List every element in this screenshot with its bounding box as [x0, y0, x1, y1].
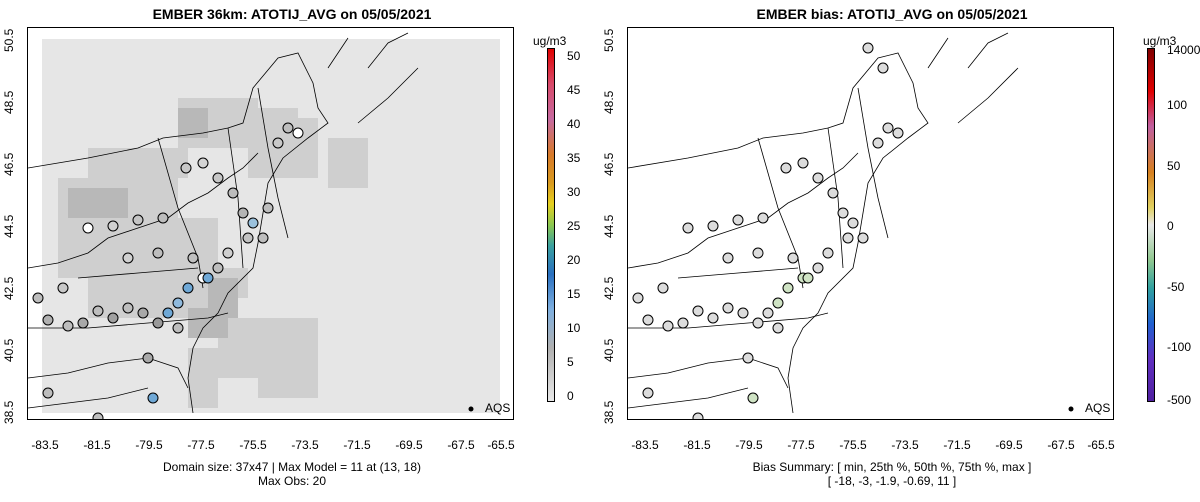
model-colorbar	[547, 48, 555, 402]
aqs-legend-label: AQS	[485, 401, 511, 415]
y-tick: 44.5	[2, 214, 16, 238]
x-tick: -77.5	[187, 438, 215, 452]
colorbar-tick: 40	[567, 117, 581, 131]
y-tick: 38.5	[2, 400, 16, 424]
x-tick: -71.5	[343, 438, 371, 452]
y-tick: 40.5	[602, 338, 616, 362]
y-tick: 44.5	[602, 214, 616, 238]
colorbar-tick: -500	[1167, 393, 1192, 407]
model-observation-points	[32, 122, 304, 419]
bias-panel: EMBER bias: ATOTIJ_AVG on 05/05/2021	[600, 0, 1200, 502]
y-tick: 48.5	[2, 90, 16, 114]
colorbar-tick: 30	[567, 185, 581, 199]
x-tick: -79.5	[135, 438, 163, 452]
x-tick: -79.5	[735, 438, 763, 452]
colorbar-tick: 100	[1167, 98, 1188, 112]
x-tick: -69.5	[995, 438, 1023, 452]
x-tick: -83.5	[631, 438, 659, 452]
bias-map	[628, 32, 1074, 419]
y-tick: 42.5	[2, 276, 16, 300]
y-tick: 48.5	[602, 90, 616, 114]
bias-colorbar	[1147, 48, 1155, 402]
colorbar-tick: 0	[1167, 219, 1174, 233]
x-tick: -81.5	[683, 438, 711, 452]
colorbar-tick: 50	[1167, 159, 1181, 173]
bias-map-title: EMBER bias: ATOTIJ_AVG on 05/05/2021	[756, 6, 1028, 22]
colorbar-tick: 0	[567, 389, 574, 403]
y-tick: 40.5	[2, 338, 16, 362]
y-tick: 50.5	[2, 28, 16, 52]
bias-map-boundaries	[628, 32, 1019, 414]
colorbar-tick: -100	[1167, 340, 1192, 354]
x-tick: -83.5	[31, 438, 59, 452]
colorbar-tick: 15	[567, 287, 581, 301]
x-tick: -65.5	[487, 438, 515, 452]
colorbar-tick: 20	[567, 253, 581, 267]
aqs-legend-label: AQS	[1085, 401, 1111, 415]
bias-colorbar-unit: ug/m3	[1143, 34, 1177, 48]
y-tick: 50.5	[602, 28, 616, 52]
colorbar-tick: 35	[567, 151, 581, 165]
colorbar-tick: 10	[567, 321, 581, 335]
colorbar-tick: 14000	[1167, 43, 1200, 57]
colorbar-tick: 45	[567, 83, 581, 97]
bias-map-frame: AQS	[627, 27, 1114, 420]
bias-observation-points	[632, 42, 904, 419]
model-map-frame: AQS	[27, 27, 514, 420]
bias-footer-line1: Bias Summary: [ min, 25th %, 50th %, 75t…	[752, 460, 1032, 474]
x-tick: -67.5	[447, 438, 475, 452]
x-tick: -67.5	[1047, 438, 1075, 452]
model-panel: EMBER 36km: ATOTIJ_AVG on 05/05/2021	[2, 6, 581, 488]
aqs-legend-marker	[468, 406, 474, 412]
model-footer-line2: Max Obs: 20	[257, 474, 327, 488]
y-tick: 46.5	[2, 152, 16, 176]
aqs-legend-marker	[1068, 406, 1074, 412]
y-tick: 38.5	[602, 400, 616, 424]
model-footer-line1: Domain size: 37x47 | Max Model = 11 at (…	[162, 460, 422, 474]
model-map-title: EMBER 36km: ATOTIJ_AVG on 05/05/2021	[152, 6, 432, 22]
x-tick: -73.5	[291, 438, 319, 452]
x-tick: -75.5	[839, 438, 867, 452]
y-tick: 46.5	[602, 152, 616, 176]
model-map	[28, 32, 500, 419]
x-tick: -69.5	[395, 438, 423, 452]
x-tick: -75.5	[239, 438, 267, 452]
x-tick: -81.5	[83, 438, 111, 452]
bias-footer-line2: [ -18, -3, -1.9, -0.69, 11 ]	[827, 474, 957, 488]
model-colorbar-unit: ug/m3	[533, 34, 567, 48]
x-tick: -65.5	[1087, 438, 1115, 452]
y-tick: 42.5	[602, 276, 616, 300]
colorbar-tick: 5	[567, 355, 574, 369]
x-tick: -73.5	[891, 438, 919, 452]
colorbar-tick: 25	[567, 219, 581, 233]
x-tick: -77.5	[787, 438, 815, 452]
colorbar-tick: -50	[1167, 280, 1185, 294]
model-map-boundaries	[28, 32, 419, 414]
x-tick: -71.5	[943, 438, 971, 452]
colorbar-tick: 50	[567, 49, 581, 63]
